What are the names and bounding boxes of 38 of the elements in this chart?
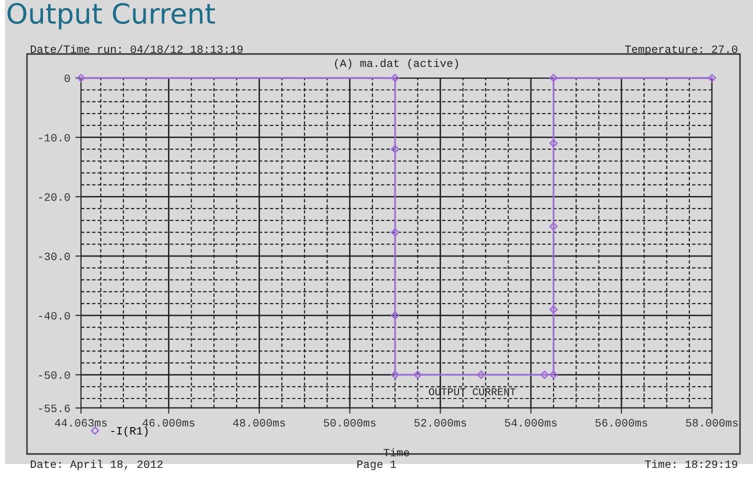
point [549,139,558,148]
text: Date: April 18, 2012 [30,460,163,470]
x-tick-label: 54.000ms [504,419,557,427]
chart-subtitle: (A) ma.dat (active) [335,58,458,70]
point [390,370,400,379]
point [390,74,400,82]
y-tick-label: -30.0 [39,252,70,260]
point [390,228,400,236]
y-tick-label: -20.0 [39,193,70,201]
point [414,370,422,379]
y-tick-label: 0 [64,74,70,82]
legend-label: -I(R1) [111,426,148,437]
y-tick-label: -50.0 [39,371,70,379]
point [390,145,400,154]
x-tick-label: 52.000ms [414,419,466,427]
chart-title: Output Current [8,2,215,30]
text: Date/Time run: 04/18/12 18:13:19 [30,44,243,53]
point [549,370,558,379]
point [549,74,558,82]
x-tick-label: 46.000ms [142,419,194,427]
point [76,74,86,82]
point [390,311,400,320]
x-tick-label: 44.063ms [54,419,107,427]
text: Page 1 [357,460,396,470]
y-tick-label: -55.6 [39,404,70,412]
y-tick-label: -40.0 [39,312,70,320]
text: Temperature: 27.0 [625,45,738,56]
point [708,74,716,82]
x-tick-label: 48.000ms [233,419,285,427]
x-tick-label: 58.000ms [686,419,738,427]
point [549,305,558,314]
y-tick-label: -10.0 [39,134,70,142]
point [549,222,558,231]
x-tick-label: 50.000ms [324,419,376,427]
text: Time: 18:29:19 [645,460,738,468]
point [540,370,549,379]
point [476,370,486,379]
x-tick-label: 56.000ms [595,419,648,427]
